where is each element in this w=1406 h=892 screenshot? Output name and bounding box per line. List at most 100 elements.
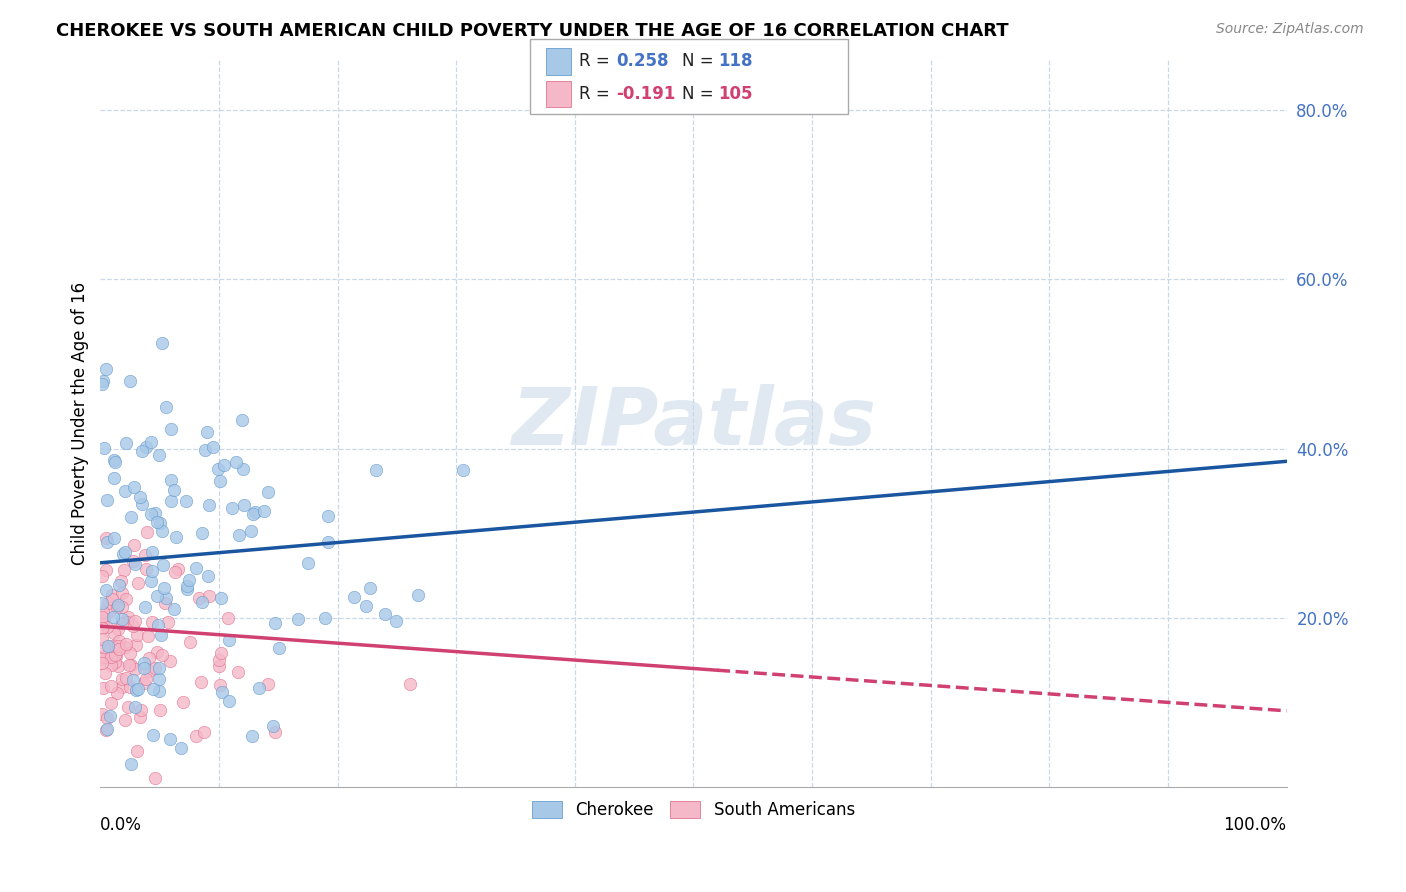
Point <box>134 661 156 675</box>
Point <box>103 531 125 545</box>
Point <box>316 535 339 549</box>
Point <box>111 615 134 630</box>
Point <box>218 633 240 648</box>
Point <box>131 497 153 511</box>
Point <box>90 706 112 721</box>
Point <box>115 671 138 685</box>
Point <box>108 578 131 592</box>
Point <box>97 639 120 653</box>
Point <box>124 699 146 714</box>
Point <box>93 640 115 654</box>
Point <box>110 574 132 589</box>
Point <box>208 652 231 666</box>
Point <box>118 658 141 673</box>
Text: R =: R = <box>579 53 616 70</box>
Point <box>195 425 218 439</box>
Point <box>90 656 112 670</box>
Point <box>96 620 118 634</box>
Point <box>108 642 131 657</box>
Point <box>150 627 173 641</box>
Text: Source: ZipAtlas.com: Source: ZipAtlas.com <box>1216 22 1364 37</box>
Point <box>90 377 112 392</box>
Point <box>231 413 253 427</box>
Point <box>129 703 152 717</box>
Point <box>121 673 143 688</box>
Point <box>343 590 366 604</box>
Point <box>104 648 127 663</box>
Point <box>93 650 115 665</box>
Point <box>374 607 396 621</box>
Point <box>217 610 239 624</box>
Point <box>91 652 114 666</box>
Point <box>122 480 145 494</box>
Text: 100.0%: 100.0% <box>1223 816 1286 834</box>
Text: 118: 118 <box>718 53 754 70</box>
Point <box>91 605 114 619</box>
Point <box>152 558 174 573</box>
Point <box>98 644 121 658</box>
Point <box>107 658 129 673</box>
Point <box>150 648 173 662</box>
Point <box>114 713 136 727</box>
Point <box>240 524 263 538</box>
Point <box>143 771 166 785</box>
Point <box>232 462 254 476</box>
Point <box>117 610 139 624</box>
Point <box>167 562 190 576</box>
Point <box>120 657 142 672</box>
Point <box>141 615 163 629</box>
Point <box>297 556 319 570</box>
Point <box>115 591 138 606</box>
Point <box>124 614 146 628</box>
Text: R =: R = <box>579 85 616 103</box>
Point <box>191 594 214 608</box>
Point <box>262 719 284 733</box>
Text: N =: N = <box>682 53 718 70</box>
Point <box>359 581 381 595</box>
Point <box>122 538 145 552</box>
Point <box>129 491 152 505</box>
Point <box>103 471 125 485</box>
Point <box>228 528 250 542</box>
Point <box>149 516 172 531</box>
Point <box>125 628 148 642</box>
Point <box>263 725 285 739</box>
Point <box>209 678 232 692</box>
Point <box>129 710 152 724</box>
Point <box>211 685 233 699</box>
Point <box>94 531 117 545</box>
Point <box>146 589 169 603</box>
Point <box>141 507 163 521</box>
Point <box>105 600 128 615</box>
Point <box>197 569 219 583</box>
Point <box>90 621 112 635</box>
Point <box>141 435 163 450</box>
Point <box>127 576 149 591</box>
Point <box>148 672 170 686</box>
Point <box>134 676 156 690</box>
Point <box>135 672 157 686</box>
Point <box>125 744 148 758</box>
Point <box>91 681 114 695</box>
Point <box>124 557 146 571</box>
Point <box>209 646 232 660</box>
Point <box>96 711 118 725</box>
Point <box>138 629 160 643</box>
Point <box>364 463 387 477</box>
Point <box>148 684 170 698</box>
Point <box>107 639 129 653</box>
Point <box>117 700 139 714</box>
Point <box>96 493 118 508</box>
Point <box>146 617 169 632</box>
Point <box>384 615 406 629</box>
Point <box>131 444 153 458</box>
Point <box>104 649 127 664</box>
Point <box>399 677 422 691</box>
Point <box>163 601 186 615</box>
Point <box>114 545 136 559</box>
Point <box>138 664 160 678</box>
Point <box>159 732 181 747</box>
Text: -0.191: -0.191 <box>616 85 675 103</box>
Point <box>225 455 247 469</box>
Point <box>104 656 127 670</box>
